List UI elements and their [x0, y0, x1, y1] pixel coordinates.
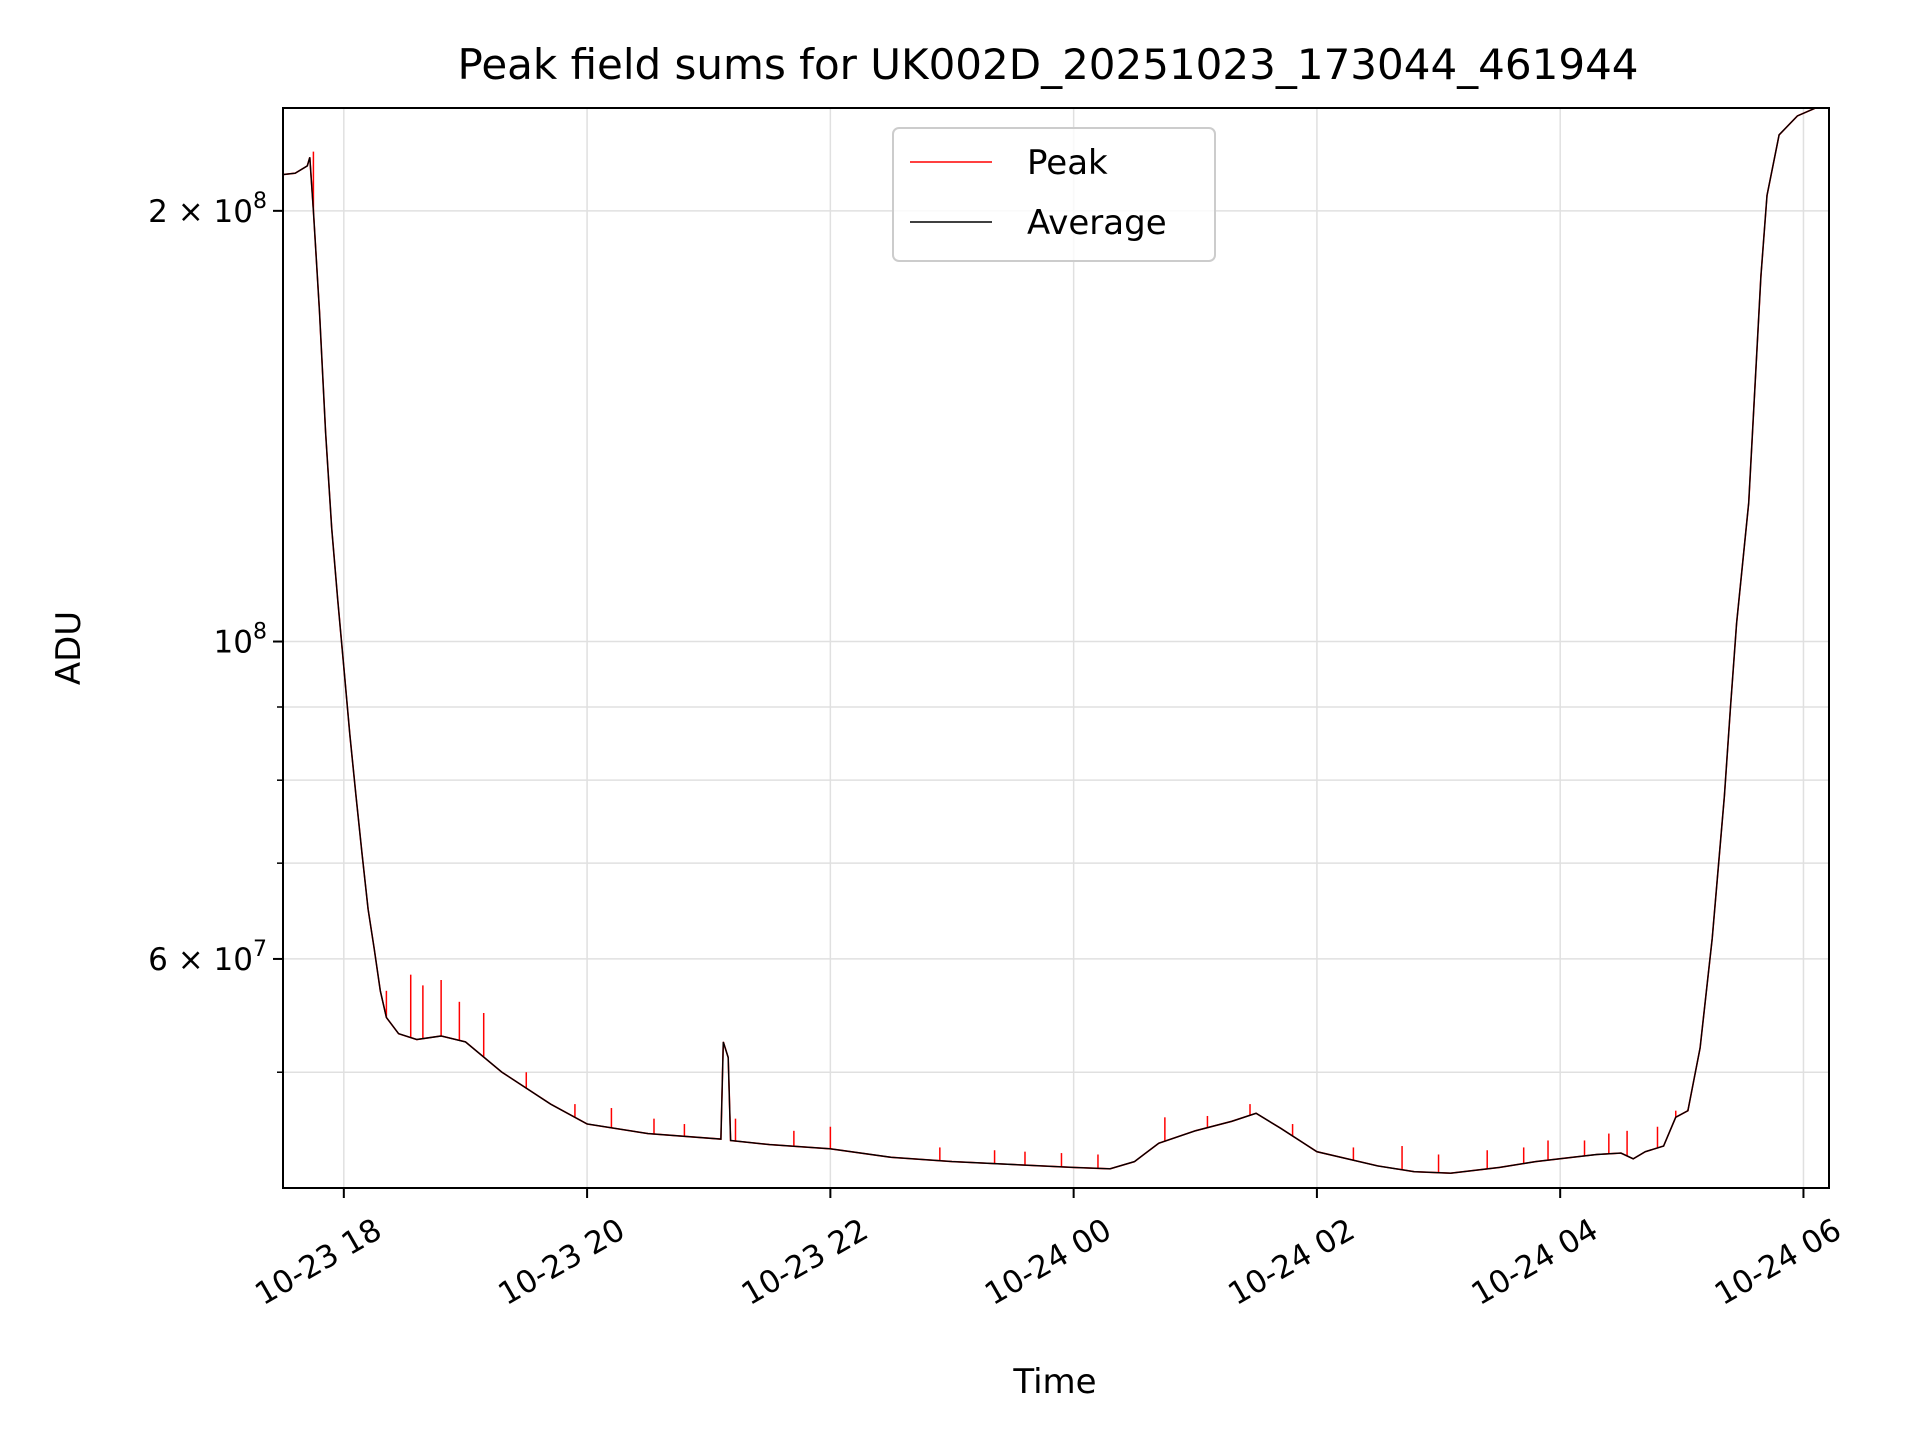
y-tick-label: 2 × 108 — [148, 189, 267, 230]
y-tick-exponent: 8 — [253, 620, 267, 645]
x-tick-label: 10-24 02 — [1222, 1212, 1361, 1313]
legend-average-label: Average — [1027, 203, 1167, 243]
series-layer — [282, 107, 1816, 1175]
chart-title: Peak field sums for UK002D_20251023_1730… — [457, 40, 1638, 89]
y-tick-exponent: 8 — [253, 189, 267, 214]
y-tick-exponent: 7 — [253, 937, 267, 962]
y-axis-label: ADU — [49, 611, 89, 685]
plot-frame — [282, 107, 1830, 1189]
grid — [283, 108, 1829, 1188]
y-tick-base: 6 × 10 — [148, 942, 253, 978]
average-series-line — [282, 107, 1816, 1174]
x-tick-label: 10-23 22 — [736, 1212, 875, 1313]
y-tick-base: 2 × 10 — [148, 194, 253, 230]
x-tick-label: 10-23 20 — [492, 1212, 631, 1313]
x-tick-label: 10-24 00 — [979, 1212, 1118, 1313]
peak-series-line — [282, 107, 1816, 1175]
x-tick-label: 10-23 18 — [249, 1212, 388, 1313]
x-tick-label: 10-24 06 — [1709, 1212, 1848, 1313]
x-axis-label: Time — [1012, 1362, 1096, 1402]
x-tick-label: 10-24 04 — [1465, 1212, 1604, 1313]
legend: Peak Average — [892, 127, 1216, 262]
y-tick-label: 6 × 107 — [148, 937, 267, 978]
legend-peak-label: Peak — [1027, 143, 1108, 183]
y-tick-label: 108 — [214, 620, 267, 661]
x-axis: 10-23 18 10-23 20 10-23 22 10-24 00 10-24 02… — [249, 1188, 1847, 1313]
y-tick-base: 10 — [214, 625, 253, 661]
